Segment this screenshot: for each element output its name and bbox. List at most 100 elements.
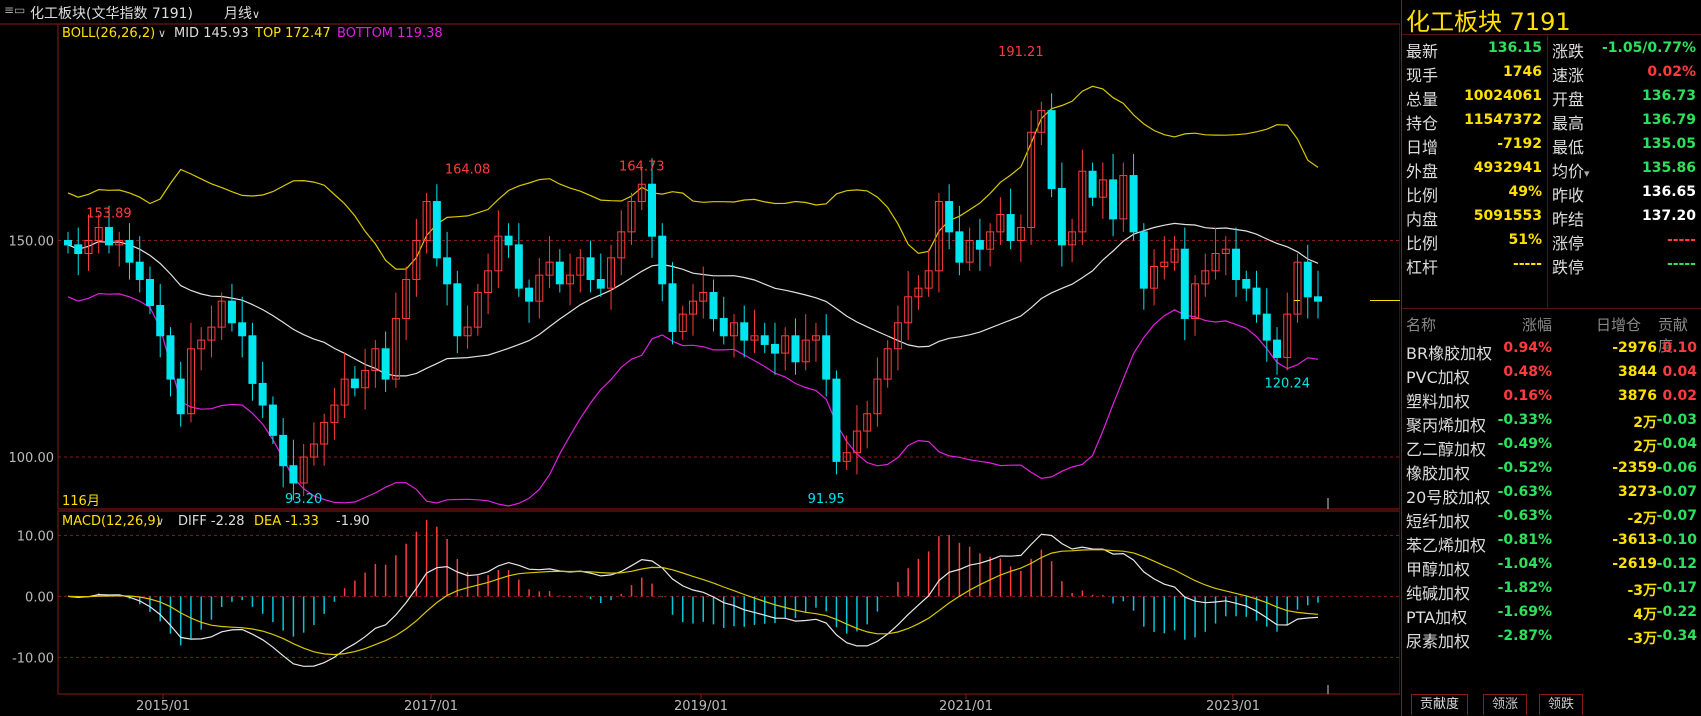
candle	[893, 322, 902, 350]
cell-pct: -1.69%	[1497, 604, 1552, 620]
table-row[interactable]: 甲醇加权 -1.04% -2619 -0.12	[1402, 553, 1701, 579]
candle	[227, 300, 236, 324]
price-axis-label: 150.00	[9, 235, 55, 250]
table-row[interactable]: BR橡胶加权 0.94% -2976 0.10	[1402, 337, 1701, 363]
table-row[interactable]: PTA加权 -1.69% 4万 -0.22	[1402, 601, 1701, 627]
cell-con: -0.04	[1656, 436, 1697, 452]
divider	[1402, 34, 1701, 35]
dea-line	[67, 549, 1319, 656]
candle	[740, 322, 749, 341]
cell-pct: -0.49%	[1497, 436, 1552, 452]
cell-inc: -2619	[1612, 556, 1657, 572]
cell-inc: 3844	[1618, 364, 1657, 380]
period-selector[interactable]: 月线∨	[224, 3, 260, 23]
tab-top-losers[interactable]: 领跌	[1539, 694, 1584, 715]
candle	[1129, 175, 1138, 233]
quote-label: 杠杆	[1406, 258, 1439, 277]
candle	[289, 465, 298, 484]
table-row[interactable]: 短纤加权 -0.63% -2万 -0.07	[1402, 505, 1701, 531]
menu-icon[interactable]: ≡▭	[4, 3, 26, 17]
cell-inc: 2万	[1633, 439, 1657, 455]
cell-inc: 4万	[1633, 607, 1657, 623]
tab-top-gainers[interactable]: 领涨	[1483, 694, 1528, 715]
quote-label: 总量	[1406, 90, 1439, 109]
chart-canvas[interactable]: 150.00 100.00 153.89 164.08 164.73 191.21 93.2…	[0, 0, 1400, 716]
boll-mid-line	[67, 222, 1319, 377]
quote-value: 4932941	[1473, 160, 1542, 176]
cell-inc: -2万	[1627, 511, 1657, 527]
boll-bottom-line	[67, 292, 1319, 507]
candle	[1150, 266, 1159, 289]
candle	[371, 348, 380, 371]
candle	[873, 378, 882, 415]
candle	[1293, 261, 1302, 315]
quote-value: 136.79	[1641, 112, 1696, 128]
candle	[924, 270, 933, 289]
table-row[interactable]: 聚丙烯加权 -0.33% 2万 -0.03	[1402, 409, 1701, 435]
candle	[770, 343, 779, 354]
cell-con: 0.10	[1662, 340, 1697, 356]
table-row[interactable]: 尿素加权 -2.87% -3万 -0.34	[1402, 625, 1701, 651]
candle	[1160, 261, 1169, 268]
candle	[156, 304, 165, 337]
table-row[interactable]: PVC加权 0.48% 3844 0.04	[1402, 361, 1701, 387]
table-row[interactable]: 橡胶加权 -0.52% -2359 -0.06	[1402, 457, 1701, 483]
candle	[709, 291, 718, 319]
candle	[576, 257, 585, 276]
candle	[1109, 179, 1118, 220]
candle	[975, 240, 984, 250]
cell-pct: -0.33%	[1497, 412, 1552, 428]
cell-inc: -2359	[1612, 460, 1657, 476]
cell-con: -0.07	[1656, 484, 1697, 500]
cell-con: 0.04	[1662, 364, 1697, 380]
candle	[207, 326, 216, 341]
quote-value: -----	[1666, 256, 1696, 272]
table-row[interactable]: 乙二醇加权 -0.49% 2万 -0.04	[1402, 433, 1701, 459]
high-annotation: 164.08	[445, 163, 491, 178]
cell-pct: 0.48%	[1503, 364, 1552, 380]
candle	[1232, 248, 1241, 280]
candle	[84, 240, 93, 255]
quote-label: 日增	[1406, 138, 1439, 157]
quote-label: 最高	[1552, 114, 1585, 133]
chevron-down-icon: ∨	[156, 515, 164, 528]
col-header-pct[interactable]: 涨幅	[1522, 316, 1553, 334]
candle	[863, 413, 872, 432]
cell-inc: 2万	[1633, 415, 1657, 431]
quote-title: 化工板块 7191	[1406, 8, 1571, 36]
cell-con: -0.07	[1656, 508, 1697, 524]
chevron-down-icon[interactable]: ▾	[1584, 167, 1590, 180]
cell-inc: 3876	[1618, 388, 1657, 404]
macd-indicator-label: MACD(12,26,9)	[62, 514, 161, 529]
cell-name: 乙二醇加权	[1406, 440, 1487, 459]
col-header-name[interactable]: 名称	[1406, 316, 1437, 334]
candle	[463, 326, 472, 337]
high-annotation: 164.73	[619, 160, 665, 175]
table-row[interactable]: 20号胶加权 -0.63% 3273 -0.07	[1402, 481, 1701, 507]
candle	[1283, 313, 1292, 358]
table-row[interactable]: 纯碱加权 -1.82% -3万 -0.17	[1402, 577, 1701, 603]
candle	[658, 235, 667, 285]
table-row[interactable]: 苯乙烯加权 -0.81% -3613 -0.10	[1402, 529, 1701, 555]
cell-con: -0.06	[1656, 460, 1697, 476]
quote-label: 内盘	[1406, 210, 1439, 229]
candle	[699, 291, 708, 302]
time-axis-label: 2021/01	[939, 699, 993, 714]
candle	[668, 283, 677, 332]
cell-con: -0.03	[1656, 412, 1697, 428]
col-header-inc[interactable]: 日增仓	[1596, 316, 1642, 334]
macd-diff-value: DIFF -2.28	[178, 514, 245, 529]
cell-pct: 0.94%	[1503, 340, 1552, 356]
candle	[607, 257, 616, 289]
cell-name: 20号胶加权	[1406, 488, 1491, 507]
table-row[interactable]: 塑料加权 0.16% 3876 0.02	[1402, 385, 1701, 411]
chevron-down-icon: ∨	[252, 8, 261, 21]
candle	[453, 283, 462, 337]
col-header-con[interactable]: 贡献度	[1658, 316, 1689, 355]
high-annotation: 153.89	[86, 207, 132, 222]
candle	[217, 300, 226, 328]
candle	[258, 382, 267, 406]
tab-contribution[interactable]: 贡献度	[1411, 694, 1469, 715]
time-axis-label: 2019/01	[674, 699, 728, 714]
quote-label: 比例	[1406, 234, 1439, 253]
